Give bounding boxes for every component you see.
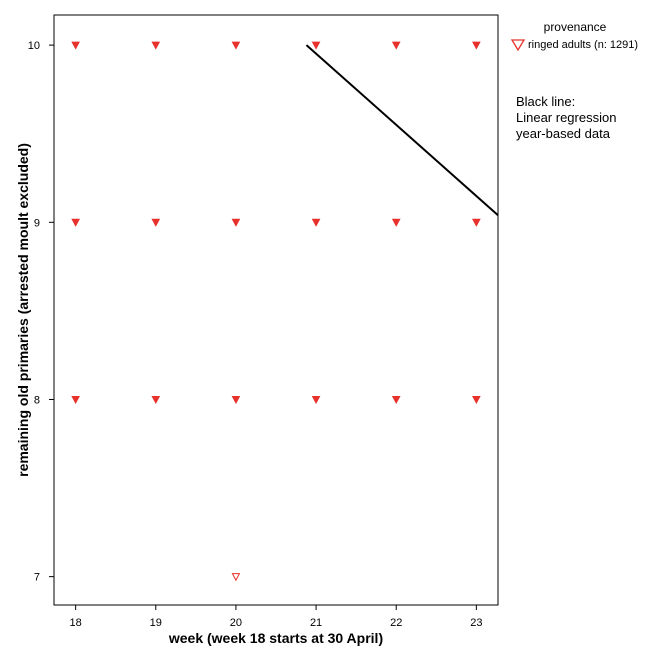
axis-ticks: 18 19 20 21 22 23 7 8 9 10 (28, 40, 483, 629)
data-point (71, 395, 80, 405)
regression-line (305, 44, 499, 216)
y-tick-label: 7 (34, 572, 40, 584)
x-axis-title: week (week 18 starts at 30 April) (168, 630, 383, 646)
data-point (231, 41, 241, 50)
data-point (391, 41, 401, 50)
x-tick-label: 21 (310, 617, 322, 629)
legend-entry-label: ringed adults (n: 1291) (528, 39, 638, 51)
x-tick-label: 19 (150, 617, 162, 629)
annotation-line-1: Black line: (516, 94, 575, 109)
x-tick-label: 20 (230, 617, 242, 629)
y-tick-label: 10 (28, 40, 40, 52)
data-point (231, 395, 241, 405)
data-point (311, 218, 321, 227)
data-point (71, 218, 80, 227)
data-point (391, 395, 401, 405)
data-point (151, 41, 161, 50)
x-tick-label: 22 (390, 617, 402, 629)
annotation-line-2: Linear regression (516, 110, 616, 125)
data-points (71, 41, 481, 582)
data-point (472, 41, 481, 50)
x-tick-label: 23 (470, 617, 482, 629)
plot-area (53, 14, 499, 606)
legend-marker-triangle-down-icon (510, 39, 526, 52)
y-axis-title: remaining old primaries (arrested moult … (15, 143, 31, 477)
data-point (231, 218, 241, 227)
data-point (472, 395, 481, 405)
data-point (151, 395, 161, 405)
regression-line-group (305, 44, 499, 216)
y-tick-label: 8 (34, 394, 40, 406)
data-point (472, 218, 481, 227)
data-point (311, 395, 321, 405)
data-point (311, 41, 321, 50)
data-point (391, 218, 401, 227)
annotation-line-3: year-based data (516, 126, 611, 141)
data-point (71, 41, 80, 50)
legend-title: provenance (544, 20, 607, 34)
x-tick-label: 18 (70, 617, 82, 629)
y-tick-label: 9 (34, 217, 40, 229)
data-point (231, 573, 241, 582)
data-point (151, 218, 161, 227)
